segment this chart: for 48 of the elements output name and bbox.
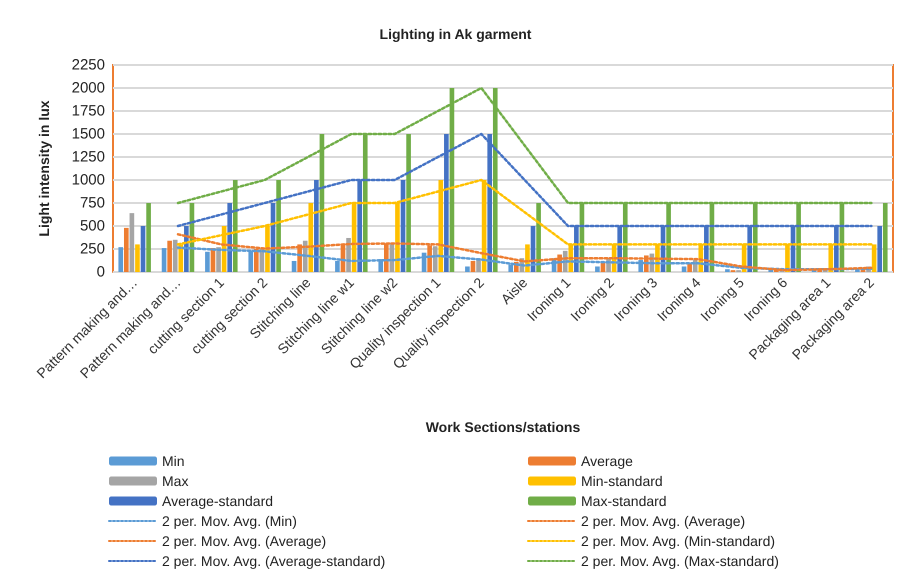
- bar: [465, 266, 470, 272]
- bar: [882, 203, 888, 272]
- legend-label: 2 per. Mov. Avg. (Average-standard): [162, 553, 386, 569]
- legend-label: 2 per. Mov. Avg. (Average): [162, 533, 326, 549]
- bar: [124, 228, 129, 272]
- bar: [470, 260, 476, 272]
- bar: [140, 226, 146, 272]
- line-series: [176, 246, 873, 270]
- chart-title: Lighting in Ak garment: [380, 26, 532, 42]
- y-tick-label: 2000: [72, 80, 105, 96]
- legend-label: 2 per. Mov. Avg. (Max-standard): [581, 553, 779, 569]
- bar: [400, 180, 406, 272]
- bar: [595, 266, 600, 272]
- bar: [130, 213, 134, 272]
- legend-label: Max: [162, 473, 188, 489]
- legend-label: 2 per. Mov. Avg. (Min-standard): [581, 533, 776, 549]
- y-tick-label: 1750: [72, 102, 105, 120]
- legend-label: 2 per. Mov. Avg. (Average): [581, 513, 746, 529]
- y-tick-label: 0: [96, 264, 105, 280]
- bar: [146, 203, 151, 272]
- bar: [172, 240, 178, 272]
- y-tick-label: 750: [80, 194, 105, 212]
- bar: [118, 247, 124, 272]
- legend-label: Max-standard: [581, 493, 667, 509]
- bar: [292, 260, 296, 272]
- bar: [216, 247, 221, 272]
- y-tick-label: 1000: [72, 172, 105, 188]
- y-axis-title: Light intensity in lux: [36, 100, 52, 237]
- y-tick-label: 500: [80, 218, 105, 234]
- line-series: [176, 233, 873, 272]
- bar: [877, 226, 882, 272]
- y-tick-label: 1250: [72, 148, 105, 166]
- legend-label: Average-standard: [162, 493, 274, 509]
- bar: [682, 266, 686, 272]
- y-tick-label: 2250: [72, 56, 105, 74]
- bar: [406, 134, 411, 272]
- bar: [162, 248, 166, 272]
- legend-label: 2 per. Mov. Avg. (Min): [162, 513, 297, 529]
- y-tick-label: 1500: [72, 126, 105, 142]
- y-tick-label: 250: [80, 240, 105, 258]
- x-axis-title: Work Sections/stations: [426, 419, 580, 435]
- bar: [167, 240, 172, 272]
- bar: [135, 244, 140, 272]
- legend-label: Min-standard: [581, 473, 663, 489]
- legend-label: Min: [162, 453, 185, 469]
- bar: [210, 248, 216, 272]
- legend-label: Average: [581, 453, 634, 469]
- bar: [530, 226, 536, 272]
